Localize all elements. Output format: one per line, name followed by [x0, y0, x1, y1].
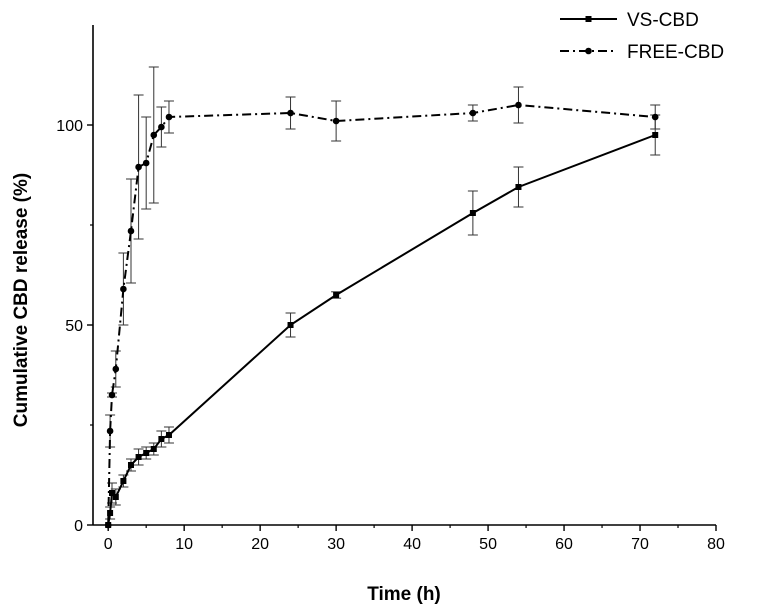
free-cbd-point — [165, 113, 173, 121]
free-cbd-point — [120, 285, 127, 293]
legend-free-cbd-marker — [585, 47, 592, 55]
free-cbd-point — [112, 365, 120, 373]
y-tick-label: 50 — [65, 318, 83, 335]
y-tick-label: 0 — [74, 518, 83, 535]
series-lines — [107, 103, 656, 526]
x-tick-label: 20 — [251, 536, 269, 553]
vs-cbd-point — [165, 432, 172, 438]
vs-cbd-line — [107, 134, 656, 526]
free-cbd-point — [287, 109, 294, 117]
vs-cbd-point — [108, 490, 115, 496]
axes: 0 10 20 30 40 50 60 70 80 0 50 100 — [56, 25, 725, 553]
x-tick-label: 0 — [104, 536, 113, 553]
vs-cbd-point — [112, 494, 119, 500]
x-tick-label: 10 — [175, 536, 193, 553]
vs-cbd-point — [135, 454, 142, 460]
vs-cbd-point — [333, 292, 340, 298]
vs-cbd-point — [107, 510, 114, 516]
vs-cbd-point — [127, 462, 134, 468]
free-cbd-point — [515, 101, 522, 109]
vs-cbd-point — [469, 210, 476, 216]
legend-free-cbd-label: FREE-CBD — [627, 42, 724, 63]
y-tick-label: 100 — [56, 118, 83, 135]
legend: VS-CBD FREE-CBD — [560, 10, 724, 63]
free-cbd-point — [469, 109, 477, 117]
free-cbd-point — [651, 113, 659, 121]
x-tick-label: 80 — [707, 536, 725, 553]
vs-cbd-point — [150, 446, 157, 452]
legend-vs-cbd-marker — [585, 16, 592, 22]
y-axis-title: Cumulative CBD release (%) — [11, 173, 32, 427]
free-cbd-point — [108, 391, 116, 399]
vs-cbd-point — [652, 132, 659, 138]
x-tick-label: 70 — [631, 536, 649, 553]
free-cbd-point — [158, 123, 165, 131]
free-cbd-point — [150, 131, 158, 139]
free-cbd-point — [142, 159, 150, 167]
free-cbd-point — [106, 427, 114, 435]
legend-vs-cbd-label: VS-CBD — [627, 10, 699, 31]
free-cbd-point — [332, 117, 340, 125]
vs-cbd-point — [120, 478, 127, 484]
vs-cbd-point — [158, 436, 165, 442]
vs-cbd-point — [143, 450, 150, 456]
free-cbd-point — [135, 163, 142, 171]
vs-cbd-point — [515, 184, 522, 190]
x-tick-label: 50 — [479, 536, 497, 553]
vs-cbd-point — [287, 322, 294, 328]
x-axis-title: Time (h) — [367, 584, 441, 605]
data-markers — [104, 101, 659, 529]
x-tick-label: 60 — [555, 536, 573, 553]
free-cbd-point — [104, 521, 112, 529]
error-bars — [105, 66, 661, 520]
free-cbd-line — [107, 103, 656, 526]
x-tick-label: 30 — [327, 536, 345, 553]
free-cbd-point — [127, 227, 135, 235]
x-tick-label: 40 — [403, 536, 421, 553]
